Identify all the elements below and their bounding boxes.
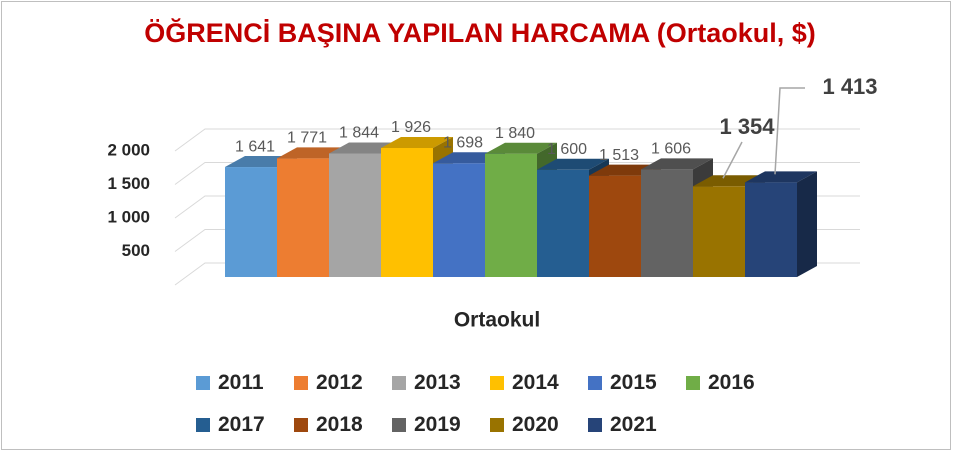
legend-entry: 2018: [294, 404, 392, 446]
legend-entry: 2019: [392, 404, 490, 446]
legend-label: 2012: [316, 371, 363, 394]
bar: [693, 186, 745, 277]
y-tick-label: 1 500: [107, 174, 150, 193]
bar: [433, 163, 485, 277]
legend-swatch: [294, 418, 308, 432]
legend-entry: 2017: [196, 404, 294, 446]
legend-label: 2011: [218, 371, 264, 394]
data-label: 1 926: [391, 119, 431, 136]
legend-label: 2014: [512, 371, 559, 394]
legend-label: 2018: [316, 413, 363, 436]
legend-label: 2020: [512, 413, 559, 436]
bar: [381, 147, 433, 277]
legend-label: 2016: [708, 371, 755, 394]
legend-swatch: [490, 376, 504, 390]
bar: [745, 182, 797, 277]
legend-entry: 2014: [490, 362, 588, 404]
bar-top: [381, 136, 453, 148]
bar: [225, 167, 277, 277]
bar: [537, 169, 589, 277]
legend-swatch: [686, 376, 700, 390]
bar-group: [381, 136, 453, 277]
y-tick-label: 1 000: [107, 207, 150, 226]
bar: [485, 153, 537, 277]
legend-entry: 2012: [294, 362, 392, 404]
legend-label: 2017: [218, 413, 265, 436]
bar-group: [745, 171, 817, 277]
bar-side: [797, 171, 817, 277]
data-label: 1 698: [443, 134, 483, 151]
bar: [277, 158, 329, 277]
bar-top: [485, 142, 557, 154]
data-label: 1 844: [339, 125, 379, 142]
data-label: 1 513: [599, 147, 639, 164]
y-tick-label: 500: [122, 241, 150, 260]
bar-top: [641, 158, 713, 170]
y-tick-label: 2 000: [107, 140, 150, 159]
data-label: 1 354: [719, 114, 775, 139]
legend-entry: 2011: [196, 362, 294, 404]
legend-label: 2021: [610, 413, 657, 436]
leader-line: [722, 141, 743, 179]
legend-swatch: [392, 418, 406, 432]
legend-swatch: [392, 376, 406, 390]
legend-swatch: [588, 418, 602, 432]
legend-swatch: [588, 376, 602, 390]
legend-label: 2019: [414, 413, 461, 436]
bar: [641, 169, 693, 277]
bar-top: [745, 171, 817, 183]
legend-entry: 2016: [686, 362, 784, 404]
legend-label: 2015: [610, 371, 657, 394]
data-label: 1 606: [651, 141, 691, 158]
data-label: 1 600: [547, 141, 587, 158]
bar: [589, 175, 641, 277]
legend-entry: 2021: [588, 404, 686, 446]
data-label: 1 771: [287, 130, 327, 147]
bar-top: [537, 158, 609, 170]
legend-entry: 2020: [490, 404, 588, 446]
legend-swatch: [196, 418, 210, 432]
legend-swatch: [294, 376, 308, 390]
leader-line: [774, 87, 805, 175]
grid-line: [174, 162, 860, 185]
x-tick-label: Ortaokul: [454, 309, 540, 332]
data-label: 1 641: [235, 138, 275, 155]
legend-label: 2013: [414, 371, 461, 394]
data-label: 1 413: [822, 74, 877, 99]
legend-entry: 2015: [588, 362, 686, 404]
chart-title: ÖĞRENCİ BAŞINA YAPILAN HARCAMA (Ortaokul…: [144, 18, 816, 48]
legend-swatch: [490, 418, 504, 432]
legend-swatch: [196, 376, 210, 390]
legend-entry: 2013: [392, 362, 490, 404]
bar: [329, 153, 381, 277]
legend: 2011 2012 2013 2014 2015 2016 2017 2018 2019 2020…: [196, 362, 796, 446]
data-label: 1 840: [495, 125, 535, 142]
grid-line: [174, 128, 860, 152]
